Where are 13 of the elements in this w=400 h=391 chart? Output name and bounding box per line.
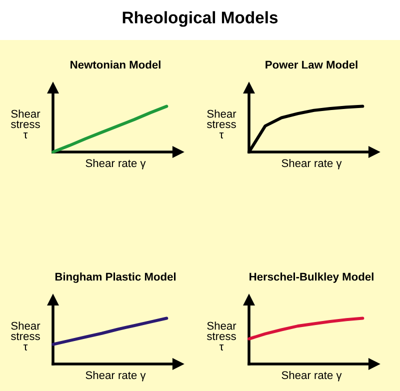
y-axis-title: Shear stress τ (10, 110, 40, 138)
x-axis-title: Shear rate γ (282, 370, 342, 382)
chart-title: Newtonian Model (70, 60, 160, 69)
chart-title: Herschel-Bulkley Model (250, 272, 374, 283)
chart-title: Power Law Model (266, 60, 358, 69)
x-axis-title: Shear rate γ (282, 158, 342, 170)
y-axis-title: Shear stress τ (10, 322, 40, 350)
x-axis-title: Shear rate γ (86, 158, 146, 170)
x-axis-title: Shear rate γ (86, 370, 146, 382)
chart-title: Bingham Plastic Model (55, 272, 176, 283)
text: Rheological Models (122, 11, 278, 27)
y-axis-title: Shear stress τ (206, 110, 236, 138)
y-axis-title: Shear stress τ (206, 322, 236, 350)
